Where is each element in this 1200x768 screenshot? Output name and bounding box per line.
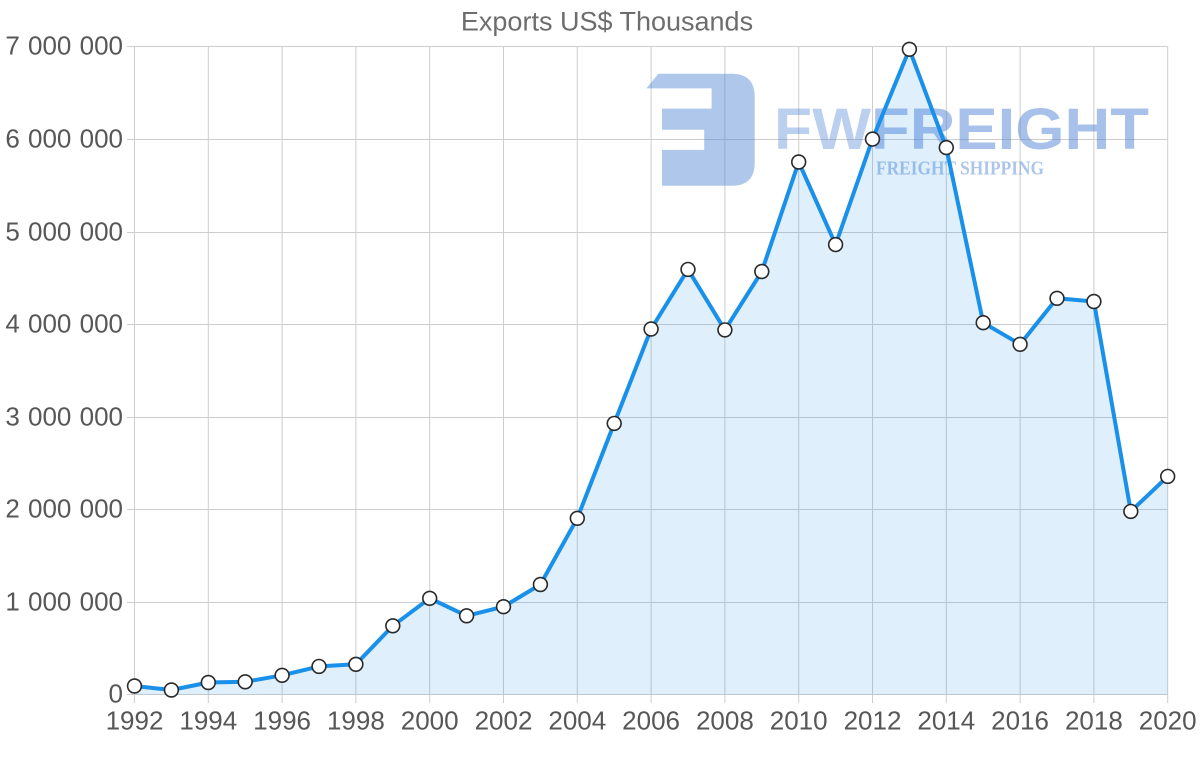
svg-text:FREIGHT SHIPPING: FREIGHT SHIPPING [876,158,1044,179]
svg-text:0: 0 [109,679,123,709]
svg-text:2006: 2006 [622,706,680,736]
svg-text:2008: 2008 [696,706,754,736]
svg-text:2000: 2000 [401,706,459,736]
svg-text:2010: 2010 [770,706,828,736]
svg-text:6 000 000: 6 000 000 [5,124,123,154]
svg-text:2004: 2004 [548,706,606,736]
svg-text:1998: 1998 [327,706,385,736]
svg-text:1994: 1994 [179,706,237,736]
svg-text:1 000 000: 1 000 000 [5,587,123,617]
svg-text:1996: 1996 [253,706,311,736]
svg-text:2014: 2014 [917,706,975,736]
svg-text:FW: FW [774,97,872,162]
svg-text:5 000 000: 5 000 000 [5,217,123,247]
svg-text:2018: 2018 [1065,706,1123,736]
svg-text:2016: 2016 [991,706,1049,736]
svg-text:7 000 000: 7 000 000 [5,31,123,61]
svg-text:2 000 000: 2 000 000 [5,494,123,524]
svg-text:1992: 1992 [106,706,164,736]
svg-text:4 000 000: 4 000 000 [5,309,123,339]
svg-text:2002: 2002 [475,706,533,736]
svg-text:Exports US$ Thousands: Exports US$ Thousands [461,7,753,37]
svg-text:2012: 2012 [844,706,902,736]
svg-text:FREIGHT: FREIGHT [871,97,1149,162]
svg-text:3 000 000: 3 000 000 [5,402,123,432]
svg-text:2020: 2020 [1139,706,1197,736]
